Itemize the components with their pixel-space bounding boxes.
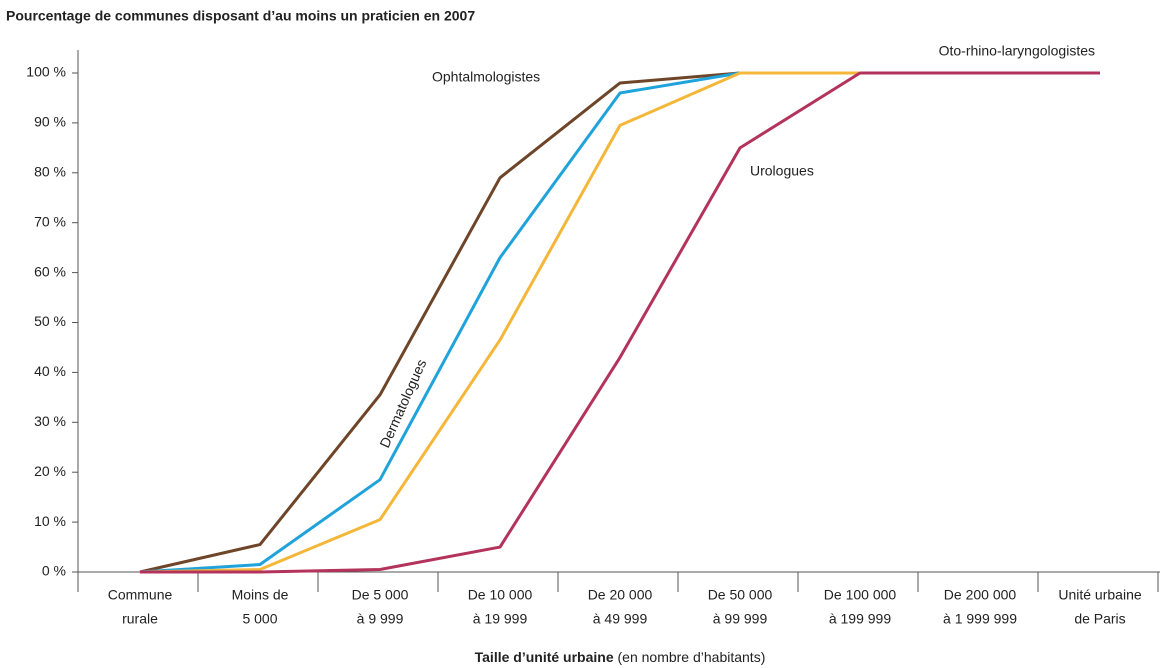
- x-tick-label: de Paris: [1074, 611, 1125, 627]
- x-tick-label: 5 000: [242, 611, 277, 627]
- x-tick-label: De 10 000: [468, 587, 533, 603]
- y-tick-label: 60 %: [34, 263, 66, 279]
- x-axis-title: Taille d’unité urbaine: [475, 649, 614, 665]
- y-tick-label: 20 %: [34, 463, 66, 479]
- y-tick-label: 10 %: [34, 513, 66, 529]
- x-tick-label: à 99 999: [713, 611, 768, 627]
- x-tick-label: De 20 000: [588, 587, 653, 603]
- x-tick-label: De 200 000: [944, 587, 1017, 603]
- y-tick-label: 90 %: [34, 114, 66, 130]
- series-line: [139, 71, 1100, 574]
- x-tick-label: rurale: [122, 611, 158, 627]
- x-tick-label: à 1 999 999: [943, 611, 1017, 627]
- x-tick-label: Moins de: [232, 587, 289, 603]
- x-tick-label: à 19 999: [473, 611, 528, 627]
- x-tick-label: De 100 000: [824, 587, 897, 603]
- x-tick-label: Unité urbaine: [1058, 587, 1141, 603]
- x-tick-label: Commune: [108, 587, 173, 603]
- chart-title: Pourcentage de communes disposant d’au m…: [6, 8, 475, 24]
- x-axis-label: Taille d’unité urbaine (en nombre d’habi…: [475, 649, 766, 665]
- y-tick-label: 70 %: [34, 213, 66, 229]
- series-label: Ophtalmologistes: [432, 69, 540, 85]
- x-tick-label: à 49 999: [593, 611, 648, 627]
- series-label: Oto-rhino-laryngologistes: [939, 43, 1095, 59]
- x-tick-label: De 5 000: [352, 587, 409, 603]
- series-line: [139, 71, 1100, 574]
- x-tick-label: à 199 999: [829, 611, 891, 627]
- series-line: [139, 71, 1100, 574]
- y-tick-label: 100 %: [26, 64, 66, 80]
- series-line: [140, 71, 1100, 574]
- y-tick-label: 30 %: [34, 413, 66, 429]
- x-tick-label: De 50 000: [708, 587, 773, 603]
- y-tick-label: 80 %: [34, 164, 66, 180]
- x-tick-label: à 9 999: [357, 611, 404, 627]
- x-axis-detail: (en nombre d’habitants): [618, 649, 766, 665]
- y-tick-label: 40 %: [34, 363, 66, 379]
- y-tick-label: 50 %: [34, 313, 66, 329]
- y-tick-label: 0 %: [42, 563, 66, 579]
- series-label: Urologues: [750, 163, 814, 179]
